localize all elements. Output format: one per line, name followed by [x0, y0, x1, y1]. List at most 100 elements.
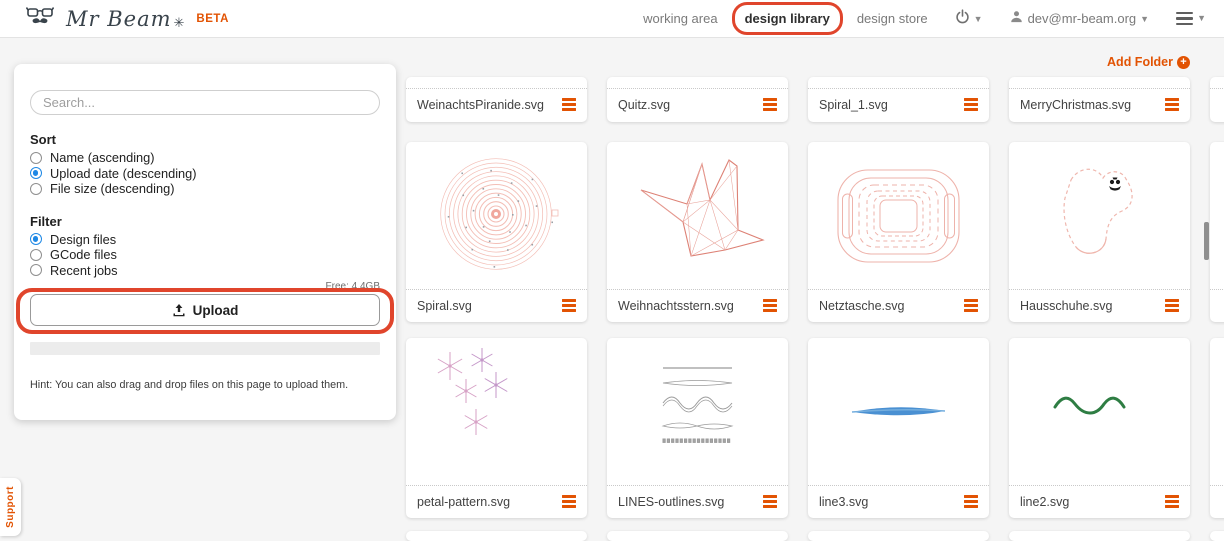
file-label-row: Spiral_1.svg: [808, 88, 989, 120]
file-label-row: LINES-outlines.svg: [607, 485, 788, 517]
file-name: Spiral.svg: [417, 298, 472, 313]
glasses-mustache-icon: [25, 3, 55, 35]
radio-option-design-files[interactable]: Design files: [30, 232, 380, 248]
navbar-links: working area design library design store…: [643, 2, 1224, 35]
thumbnail-area: [1210, 77, 1224, 88]
library-sidebar-panel: Sort Name (ascending)Upload date (descen…: [14, 64, 396, 420]
radio-option-label: Recent jobs: [50, 262, 118, 278]
radio-option-file-size-descending-[interactable]: File size (descending): [30, 181, 380, 197]
file-name: Quitz.svg: [618, 97, 671, 112]
upload-button[interactable]: Upload: [30, 294, 380, 326]
filter-options: Design files GCode files Recent jobs: [30, 232, 380, 279]
radio-option-label: Design files: [50, 231, 117, 247]
file-menu-icon[interactable]: [562, 495, 576, 508]
petals-thumbnail: [406, 338, 587, 485]
design-card-MerryChristmas-svg[interactable]: MerryChristmas.svg: [1009, 77, 1190, 122]
radio-option-recent-jobs[interactable]: Recent jobs: [30, 263, 380, 279]
radio-option-gcode-files[interactable]: GCode files: [30, 247, 380, 263]
radio-unselected-icon[interactable]: [30, 264, 42, 277]
slippers-thumbnail: [1009, 142, 1190, 289]
power-menu[interactable]: ▼: [955, 8, 983, 29]
design-card-clipped[interactable]: [1210, 531, 1224, 541]
file-menu-icon[interactable]: [964, 98, 978, 111]
file-name: Weihnachtsstern.svg: [618, 298, 734, 313]
design-card-clipped[interactable]: [1210, 338, 1224, 518]
filter-heading: Filter: [30, 213, 62, 229]
nav-design-store[interactable]: design store: [856, 11, 928, 26]
design-card-Quitz-svg[interactable]: Quitz.svg: [607, 77, 788, 122]
plus-circle-icon: +: [1177, 55, 1190, 69]
file-menu-icon[interactable]: [763, 299, 777, 312]
radio-option-label: GCode files: [50, 247, 117, 263]
file-label-row: MerryChristmas.svg: [1009, 88, 1190, 120]
design-card-Weihnachtsstern-svg[interactable]: Weihnachtsstern.svg: [607, 142, 788, 322]
radio-option-label: Name (ascending): [50, 150, 155, 166]
file-label-row: WeinachtsPiranide.svg: [406, 88, 587, 120]
chevron-down-icon: ▼: [1140, 13, 1150, 24]
file-menu-icon[interactable]: [562, 299, 576, 312]
design-card-clipped[interactable]: [607, 531, 788, 541]
brand-name: Mr Beam: [66, 6, 172, 31]
file-name: Netztasche.svg: [819, 298, 905, 313]
chevron-down-icon: ▼: [1197, 13, 1206, 24]
top-navbar: Mr Beam ✳ BETA working area design libra…: [0, 0, 1224, 38]
design-card-clipped[interactable]: [406, 531, 587, 541]
file-name: LINES-outlines.svg: [618, 494, 725, 509]
design-card-Hausschuhe-svg[interactable]: Hausschuhe.svg: [1009, 142, 1190, 322]
radio-unselected-icon[interactable]: [30, 151, 42, 164]
radio-option-label: Upload date (descending): [50, 165, 197, 181]
user-icon: [1010, 10, 1023, 28]
star-thumbnail: [607, 142, 788, 289]
thumbnail-area: [1210, 142, 1224, 289]
design-card-line3-svg[interactable]: line3.svg: [808, 338, 989, 518]
radio-unselected-icon[interactable]: [30, 182, 42, 195]
file-menu-icon[interactable]: [562, 98, 576, 111]
design-card-clipped[interactable]: [808, 531, 989, 541]
user-email: dev@mr-beam.org: [1027, 11, 1137, 26]
file-menu-icon[interactable]: [763, 98, 777, 111]
file-menu-icon[interactable]: [763, 495, 777, 508]
nav-design-library[interactable]: design library: [731, 2, 843, 35]
file-menu-icon[interactable]: [1165, 98, 1179, 111]
radio-selected-icon[interactable]: [30, 167, 42, 180]
design-card-Spiral_1-svg[interactable]: Spiral_1.svg: [808, 77, 989, 122]
thumbnail-area: [406, 77, 587, 88]
design-card-clipped[interactable]: [1009, 531, 1190, 541]
file-label-row: Hausschuhe.svg: [1009, 289, 1190, 321]
bluelens-thumbnail: [808, 338, 989, 485]
design-card-LINES-outlines-svg[interactable]: LINES-outlines.svg: [607, 338, 788, 518]
user-menu[interactable]: dev@mr-beam.org ▼: [1010, 10, 1150, 28]
thumbnail-area: [1210, 338, 1224, 485]
design-card-clipped[interactable]: [1210, 142, 1224, 322]
file-name: petal-pattern.svg: [417, 494, 511, 509]
nav-working-area[interactable]: working area: [643, 11, 718, 26]
file-label-row: [1210, 289, 1224, 321]
design-card-Spiral-svg[interactable]: Spiral.svg: [406, 142, 587, 322]
file-menu-icon[interactable]: [1165, 299, 1179, 312]
netbag-thumbnail: [808, 142, 989, 289]
design-card-line2-svg[interactable]: line2.svg: [1009, 338, 1190, 518]
design-card-Netztasche-svg[interactable]: Netztasche.svg: [808, 142, 989, 322]
radio-option-upload-date-descending-[interactable]: Upload date (descending): [30, 166, 380, 182]
file-label-row: petal-pattern.svg: [406, 485, 587, 517]
radio-selected-icon[interactable]: [30, 233, 42, 246]
radio-unselected-icon[interactable]: [30, 248, 42, 261]
file-label-row: [1210, 88, 1224, 120]
vertical-scrollbar-thumb[interactable]: [1204, 222, 1209, 260]
mrbeam-logo[interactable]: Mr Beam ✳ BETA: [25, 3, 229, 35]
drag-drop-hint: Hint: You can also drag and drop files o…: [30, 379, 349, 391]
design-card-petal-pattern-svg[interactable]: petal-pattern.svg: [406, 338, 587, 518]
hamburger-icon: [1176, 11, 1194, 26]
main-menu[interactable]: ▼: [1176, 11, 1206, 26]
file-menu-icon[interactable]: [964, 299, 978, 312]
upload-button-label: Upload: [192, 302, 239, 318]
file-menu-icon[interactable]: [1165, 495, 1179, 508]
design-card-WeinachtsPiranide-svg[interactable]: WeinachtsPiranide.svg: [406, 77, 587, 122]
design-card-clipped[interactable]: [1210, 77, 1224, 122]
radio-option-name-ascending-[interactable]: Name (ascending): [30, 150, 380, 166]
support-tab[interactable]: Support: [0, 478, 21, 536]
search-input[interactable]: [30, 90, 380, 115]
file-menu-icon[interactable]: [964, 495, 978, 508]
power-icon: [955, 8, 970, 29]
add-folder-button[interactable]: Add Folder +: [1095, 55, 1190, 69]
